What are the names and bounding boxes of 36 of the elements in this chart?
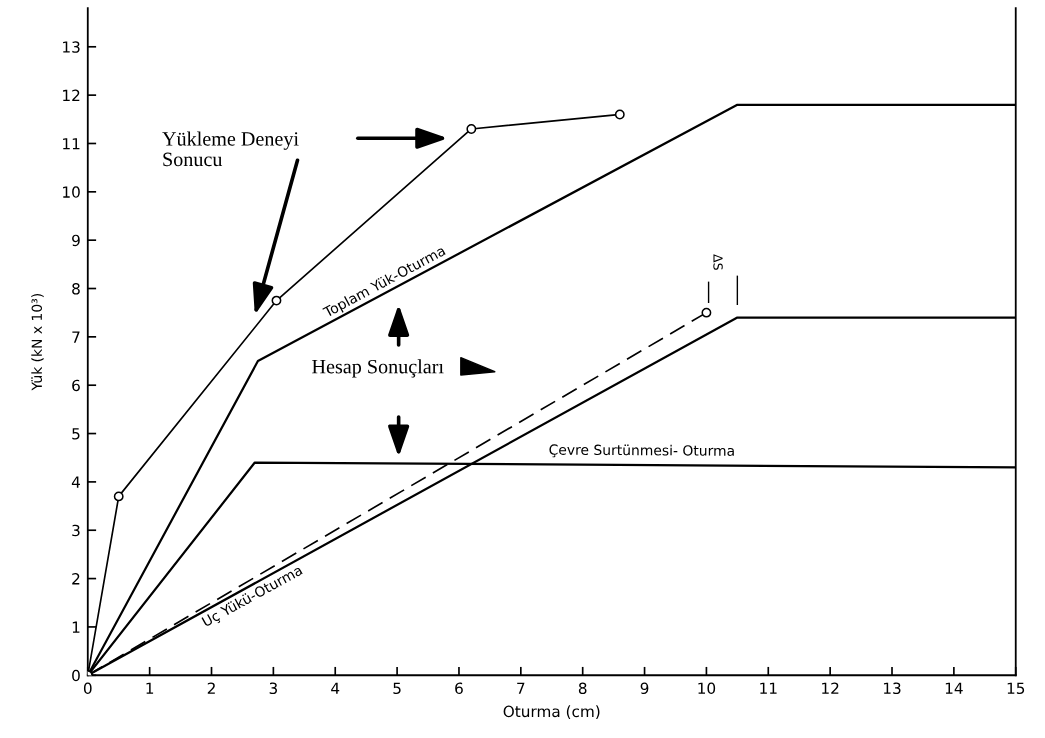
- x-tick-label: 13: [883, 682, 901, 695]
- series-label: Çevre Surtünmesi- Oturma: [549, 444, 734, 459]
- y-tick-label: 7: [72, 331, 80, 343]
- x-tick-label: 1: [146, 682, 154, 694]
- x-axis-title: Oturma (cm): [503, 705, 600, 719]
- y-tick-label: 3: [72, 524, 80, 537]
- x-tick-label: 6: [455, 682, 463, 695]
- x-tick-label: 9: [640, 682, 649, 695]
- annotation: Yükleme Deneyi Sonucu: [162, 131, 299, 167]
- x-tick-label: 12: [822, 682, 839, 694]
- y-tick-label: 2: [72, 573, 80, 585]
- x-tick-label: 7: [517, 682, 525, 694]
- y-axis-title: Yük (kN x 10³): [31, 294, 44, 391]
- y-tick-label: 10: [63, 186, 80, 198]
- x-tick-label: 4: [331, 682, 340, 694]
- y-tick-label: 13: [63, 41, 80, 53]
- x-tick-label: 14: [945, 682, 963, 694]
- x-tick-label: 15: [1007, 682, 1025, 695]
- annotation: Hesap Sonuçları: [312, 359, 444, 378]
- x-tick-label: 2: [207, 682, 215, 694]
- y-tick-label: 9: [72, 234, 80, 247]
- y-tick-label: 6: [72, 379, 80, 392]
- y-tick-label: 5: [72, 428, 80, 440]
- y-tick-label: 12: [63, 89, 80, 101]
- x-tick-label: 8: [578, 682, 587, 695]
- x-tick-label: 11: [760, 682, 777, 694]
- x-tick-label: 3: [269, 682, 278, 695]
- y-tick-label: 0: [72, 669, 80, 682]
- x-tick-label: 0: [83, 682, 92, 695]
- y-tick-label: 11: [63, 138, 80, 150]
- y-tick-label: 4: [71, 476, 80, 488]
- x-tick-label: 10: [698, 682, 716, 695]
- y-tick-label: 1: [72, 621, 80, 633]
- annotation: ΔS: [713, 254, 723, 270]
- x-tick-label: 5: [393, 682, 401, 695]
- y-tick-label: 8: [72, 282, 80, 295]
